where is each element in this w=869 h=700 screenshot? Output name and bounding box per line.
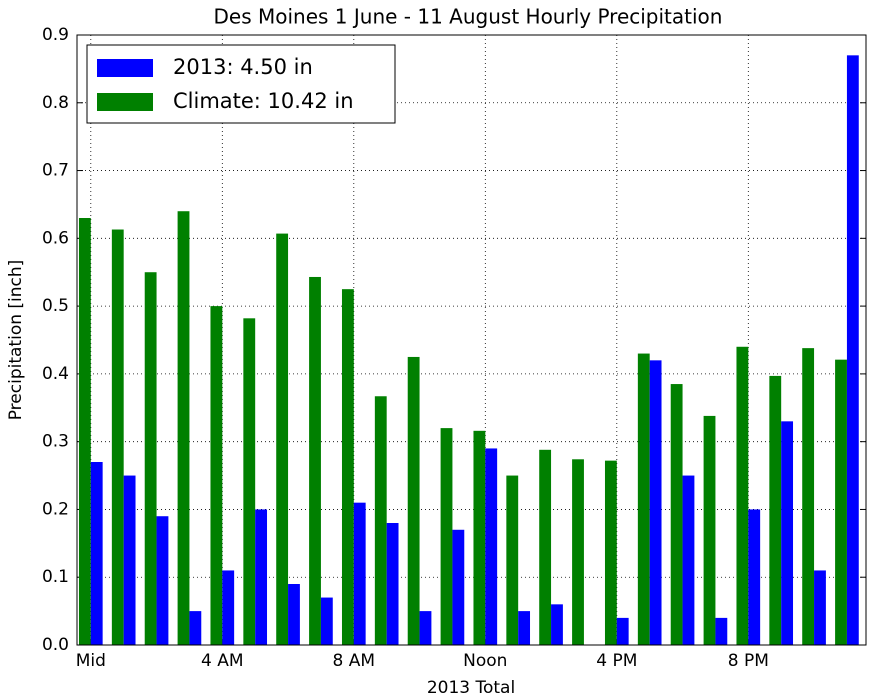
x-tick-label: 8 PM xyxy=(728,651,769,671)
bar xyxy=(243,318,256,645)
bar xyxy=(189,611,202,645)
y-tick-label: 0.8 xyxy=(42,93,69,113)
y-tick-label: 0.4 xyxy=(42,364,69,384)
legend-label: Climate: 10.42 in xyxy=(173,89,354,113)
bar xyxy=(572,459,584,645)
bar xyxy=(769,375,782,645)
plot-frame xyxy=(76,34,867,646)
bar xyxy=(90,462,103,645)
x-tick-label: 4 PM xyxy=(596,651,637,671)
y-tick-label: 0.5 xyxy=(42,296,69,316)
bar xyxy=(748,509,761,645)
bar xyxy=(156,516,169,645)
bar xyxy=(473,430,486,645)
chart-title: Des Moines 1 June - 11 August Hourly Pre… xyxy=(214,5,723,29)
bar xyxy=(604,460,617,645)
bar xyxy=(123,475,136,645)
x-tick-label: Mid xyxy=(76,651,106,671)
y-tick-label: 0.7 xyxy=(42,161,69,181)
bar xyxy=(485,448,498,645)
bar xyxy=(320,597,333,645)
y-tick-label: 0.6 xyxy=(42,228,69,248)
bar xyxy=(616,617,629,645)
bar xyxy=(222,570,235,645)
bar xyxy=(835,359,847,645)
bar xyxy=(177,211,190,645)
bar xyxy=(649,360,662,645)
bar xyxy=(715,617,728,645)
bar xyxy=(518,611,531,645)
bar xyxy=(374,396,387,645)
bar xyxy=(111,229,124,645)
bar xyxy=(781,421,794,645)
bar xyxy=(682,475,695,645)
y-tick-label: 0.0 xyxy=(42,635,69,655)
y-axis-label: Precipitation [inch] xyxy=(6,260,26,421)
legend-label: 2013: 4.50 in xyxy=(173,55,313,79)
bar xyxy=(276,233,289,646)
bar xyxy=(144,272,157,645)
bar xyxy=(309,276,321,645)
legend-swatch xyxy=(97,59,153,77)
y-tick-label: 0.3 xyxy=(42,432,69,452)
bar xyxy=(440,428,453,645)
legend-swatch xyxy=(97,93,153,111)
bar xyxy=(407,356,420,645)
bar xyxy=(506,475,519,645)
x-tick-label: 8 AM xyxy=(333,651,376,671)
y-tick-label: 0.1 xyxy=(42,567,69,587)
bar xyxy=(814,570,826,645)
bar xyxy=(539,449,552,645)
bar xyxy=(802,348,815,645)
bar xyxy=(210,306,223,645)
bar xyxy=(551,604,563,645)
plot-area xyxy=(77,34,866,646)
bar xyxy=(78,218,91,645)
y-tick-label: 0.2 xyxy=(42,499,69,519)
bar xyxy=(670,384,683,645)
x-tick-label: Noon xyxy=(463,651,507,671)
bar xyxy=(846,55,859,646)
x-axis-label: 2013 Total xyxy=(427,678,515,698)
bar xyxy=(353,502,366,645)
bar xyxy=(637,353,650,645)
bar xyxy=(386,523,399,645)
bar xyxy=(255,509,268,645)
x-tick-label: 4 AM xyxy=(201,651,244,671)
bar xyxy=(341,289,354,645)
bar xyxy=(736,346,749,645)
bar xyxy=(452,529,465,645)
bar xyxy=(419,611,432,645)
y-tick-label: 0.9 xyxy=(42,25,69,45)
bar xyxy=(703,415,716,645)
bar xyxy=(288,584,300,645)
